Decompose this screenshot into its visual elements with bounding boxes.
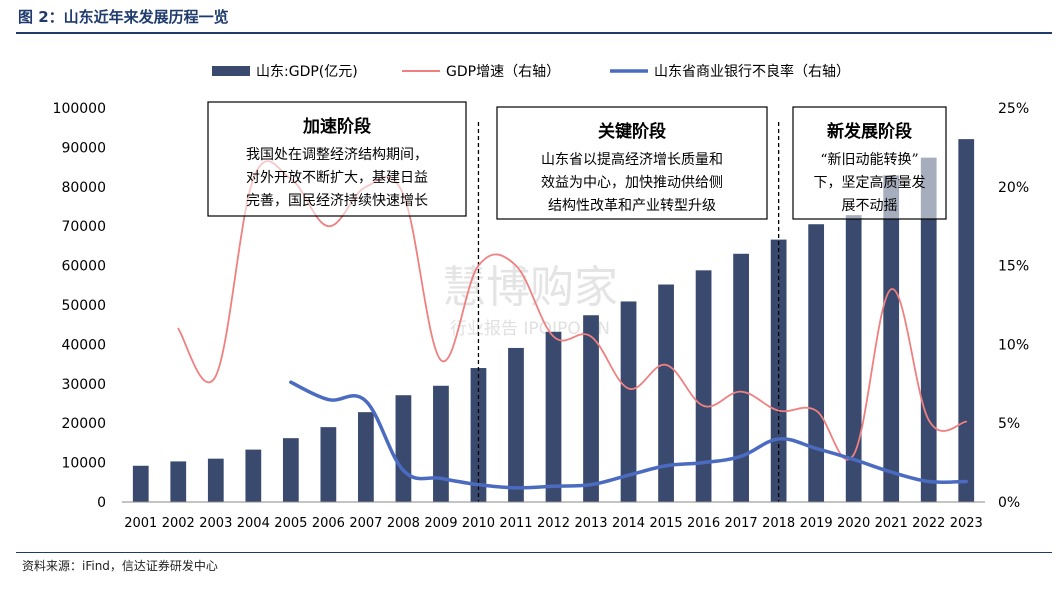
top-rule: [16, 32, 1052, 34]
gdp-bar: [545, 331, 562, 502]
y-left-tick-label: 40000: [61, 337, 106, 353]
annotation-title: 加速阶段: [302, 116, 371, 137]
x-tick-label: 2004: [237, 516, 270, 531]
x-tick-label: 2011: [499, 516, 532, 531]
y-left-tick-label: 70000: [61, 219, 106, 235]
gdp-bar: [433, 385, 449, 502]
y-left-tick-label: 10000: [61, 456, 106, 472]
gdp-bar: [658, 284, 674, 502]
x-tick-label: 2012: [537, 516, 570, 531]
y-right-tick-label: 10%: [998, 337, 1029, 353]
gdp-bar: [920, 157, 937, 503]
x-tick-label: 2005: [274, 516, 307, 531]
legend-label-growth: GDP增速（右轴）: [446, 64, 560, 80]
legend-swatch-gdp: [212, 66, 250, 76]
bottom-rule: [16, 552, 1052, 553]
figure-title: 图 2：山东近年来发展历程一览: [18, 8, 229, 26]
annotation-line: 山东省以提高经济增长质量和: [541, 151, 723, 168]
y-left-tick-label: 50000: [61, 298, 106, 314]
y-right-tick-label: 0%: [998, 495, 1020, 511]
annotation-line: 完善，国民经济持续快速增长: [246, 192, 428, 209]
x-tick-label: 2016: [687, 516, 720, 531]
annotation-line: 结构性改革和产业转型升级: [548, 198, 716, 214]
gdp-bar: [508, 347, 524, 502]
x-tick-label: 2009: [424, 516, 457, 531]
gdp-bar: [845, 215, 862, 502]
annotation-box: [207, 101, 467, 217]
x-tick-label: 2013: [574, 516, 607, 531]
gdp-bar: [320, 427, 337, 502]
y-left-tick-label: 80000: [61, 180, 106, 196]
legend: 山东:GDP(亿元) GDP增速（右轴） 山东省商业银行不良率（右轴）: [212, 63, 850, 80]
gdp-bar: [358, 412, 374, 502]
y-left-tick-label: 30000: [61, 377, 106, 393]
y-left-tick-label: 0: [97, 495, 106, 511]
x-tick-label: 2010: [462, 516, 495, 531]
source-note: 资料来源：iFind，信达证券研发中心: [22, 559, 218, 573]
y-right-tick-label: 5%: [998, 416, 1020, 432]
y-left-tick-label: 100000: [53, 101, 106, 117]
y-right-tick-label: 25%: [998, 101, 1029, 117]
gdp-bar: [470, 368, 487, 502]
gdp-bar: [583, 315, 599, 502]
x-tick-label: 2019: [800, 516, 833, 531]
x-tick-label: 2008: [387, 516, 420, 531]
axes: 0 10000 20000 30000 40000 50000 60000 70000 8000…: [53, 101, 1030, 531]
gdp-bar: [733, 253, 749, 502]
gdp-bars: [132, 139, 975, 503]
x-tick-label: 2003: [199, 516, 232, 531]
gdp-bar: [808, 224, 825, 503]
x-tick-label: 2014: [612, 516, 645, 531]
annotation-line: 下，坚定高质量发: [814, 174, 926, 191]
annotation-line: 效益为中心，加快推动供给侧: [541, 175, 723, 191]
x-tick-label: 2018: [762, 516, 795, 531]
legend-label-gdp: 山东:GDP(亿元): [256, 64, 358, 80]
annotation-box: [496, 106, 768, 220]
watermark-subtext: 行业报告 IPOIPO.CN: [450, 319, 610, 339]
x-tick-label: 2017: [725, 516, 758, 531]
x-tick-label: 2020: [837, 516, 870, 531]
y-left-tick-label: 20000: [61, 416, 106, 432]
gdp-bar: [245, 449, 262, 502]
gdp-bar: [132, 465, 149, 502]
legend-label-npl: 山东省商业银行不良率（右轴）: [654, 63, 850, 80]
x-tick-label: 2007: [349, 516, 382, 531]
y-left-tick-label: 90000: [61, 140, 106, 156]
x-tick-label: 2006: [312, 516, 345, 531]
annotation-line: 展不动摇: [842, 198, 898, 214]
gdp-bar: [958, 139, 975, 502]
annotation-title: 关键阶段: [598, 121, 666, 142]
watermark-text: 慧博购家: [442, 262, 618, 313]
x-tick-label: 2015: [650, 516, 683, 531]
npl-ratio-line: [289, 380, 968, 490]
gdp-bar: [620, 301, 637, 502]
gdp-bar: [207, 458, 224, 502]
y-right-tick-label: 20%: [998, 180, 1029, 196]
annotation-line: “新旧动能转换”: [820, 151, 918, 168]
gdp-bar: [282, 438, 299, 502]
x-tick-label: 2023: [950, 516, 983, 531]
gdp-bar: [883, 175, 900, 502]
y-right-tick-label: 15%: [998, 259, 1029, 275]
annotation-box: [792, 106, 947, 220]
x-tick-label: 2001: [124, 516, 157, 531]
annotation-title: 新发展阶段: [827, 121, 912, 142]
gdp-bar: [695, 270, 712, 502]
x-tick-label: 2022: [912, 516, 945, 531]
y-left-tick-label: 60000: [61, 259, 106, 275]
gdp-bar: [170, 461, 187, 502]
x-tick-label: 2002: [162, 516, 195, 531]
annotation-line: 我国处在调整经济结构期间，: [246, 147, 428, 163]
x-tick-label: 2021: [875, 516, 908, 531]
annotation-line: 对外开放不断扩大，基建日益: [246, 169, 428, 186]
gdp-bar: [395, 395, 412, 502]
